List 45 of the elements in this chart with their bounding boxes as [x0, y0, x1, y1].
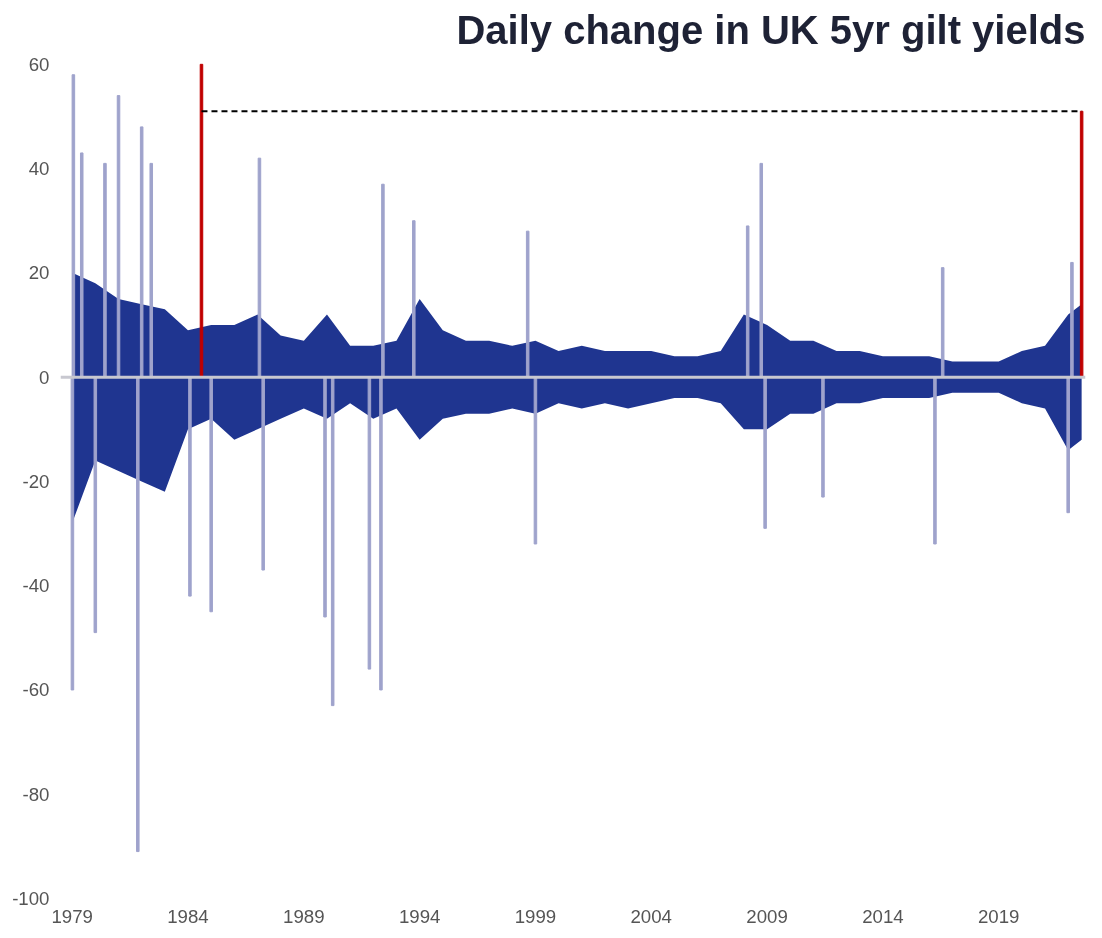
chart-title: Daily change in UK 5yr gilt yields: [456, 7, 1086, 52]
bar: [71, 74, 76, 378]
x-tick-label: 2014: [862, 905, 904, 927]
bar: [745, 225, 750, 378]
x-tick-label: 2009: [746, 905, 788, 927]
bar: [136, 376, 140, 853]
y-tick-label: -40: [22, 575, 50, 597]
x-tick-label: 1984: [167, 905, 209, 927]
bar: [759, 162, 764, 378]
x-tick-label: 1999: [514, 905, 557, 927]
bar: [188, 376, 192, 597]
bar: [821, 376, 825, 498]
bar: [209, 376, 213, 613]
bar: [323, 376, 327, 618]
x-tick-label: 1979: [51, 905, 93, 927]
bar: [381, 183, 385, 378]
bar: [103, 162, 107, 378]
y-tick-label: 0: [39, 366, 50, 388]
bar: [379, 376, 383, 691]
x-tick-label: 1994: [398, 905, 441, 927]
bar: [933, 376, 937, 545]
bar: [367, 376, 372, 670]
y-tick-label: -100: [12, 888, 50, 909]
bar: [1070, 261, 1074, 378]
bar: [525, 230, 530, 378]
y-tick-label: 40: [28, 158, 50, 180]
bar: [763, 376, 767, 529]
bar: [330, 376, 335, 707]
bar: [412, 220, 416, 378]
y-tick-label: -80: [22, 783, 50, 805]
bar: [1079, 110, 1084, 378]
x-tick-label: 1989: [283, 905, 325, 927]
y-tick-label: -60: [22, 679, 50, 701]
y-tick-label: 60: [28, 53, 50, 75]
x-tick-label: 2019: [977, 905, 1020, 927]
bar: [149, 162, 154, 378]
x-tick-label: 2004: [630, 905, 672, 927]
bar: [79, 152, 84, 378]
bar: [261, 376, 265, 571]
y-tick-label: -20: [22, 470, 50, 492]
bar: [940, 267, 945, 378]
y-tick-label: 20: [28, 262, 50, 284]
bar: [139, 126, 144, 378]
bar: [93, 376, 98, 634]
bar: [1066, 376, 1070, 514]
